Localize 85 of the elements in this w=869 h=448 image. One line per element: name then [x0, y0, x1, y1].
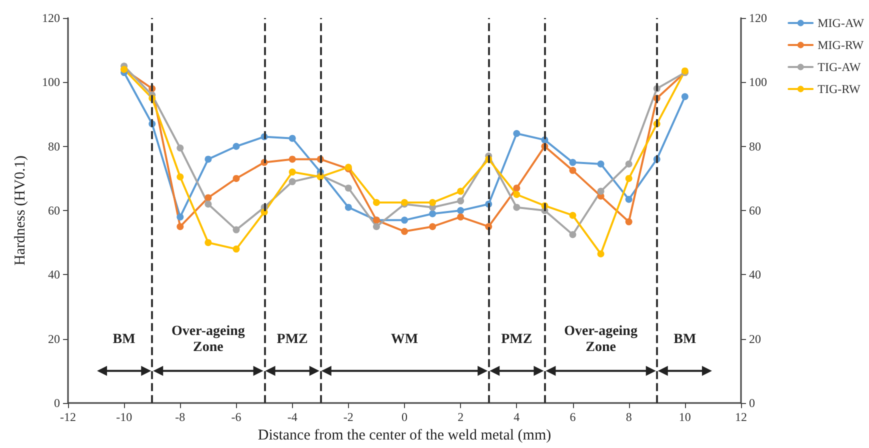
point	[232, 246, 240, 253]
point	[288, 134, 296, 142]
point	[344, 184, 352, 192]
y-tick-label: 0	[54, 396, 60, 410]
y-tick-label: 60	[48, 204, 60, 218]
annotation: PMZ	[276, 332, 308, 347]
point	[625, 196, 632, 203]
point	[344, 204, 352, 211]
y2-tick-label: 40	[749, 268, 761, 282]
annotation: Over-ageing Zone	[172, 324, 245, 355]
x-tick-label: -6	[231, 410, 242, 424]
point	[457, 188, 464, 195]
point	[176, 213, 184, 220]
annotation: PMZ	[501, 332, 532, 347]
point	[176, 223, 184, 230]
point	[597, 160, 604, 168]
y2-tick-label: 120	[749, 11, 767, 25]
y-tick-label: 40	[48, 268, 60, 282]
point	[513, 130, 520, 138]
x-tick-label: 8	[626, 410, 632, 424]
annotation: Over-ageing Zone	[564, 324, 638, 355]
x-tick-label: -8	[175, 410, 186, 424]
y2-tick-label: 0	[749, 396, 755, 410]
point	[288, 178, 296, 186]
point	[681, 93, 688, 100]
point	[232, 142, 240, 150]
y-axis-title: Hardness (HV0.1)	[12, 156, 28, 266]
point	[204, 200, 212, 208]
y-tick-label: 100	[42, 75, 60, 90]
point	[401, 216, 408, 224]
point	[457, 213, 464, 220]
point	[429, 210, 436, 218]
y-tick-label: 20	[48, 332, 60, 346]
point	[372, 199, 380, 206]
annotation: WM	[390, 332, 418, 347]
point	[457, 197, 464, 204]
x-tick-label: -4	[287, 410, 298, 424]
point	[569, 212, 576, 219]
point	[176, 144, 184, 152]
annotation: BM	[674, 332, 696, 347]
point	[569, 158, 576, 166]
y2-tick-label: 100	[749, 75, 767, 90]
point	[513, 191, 520, 198]
y-tick-label: 120	[42, 11, 60, 25]
y2-tick-label: 60	[749, 204, 761, 218]
x-tick-label: 4	[514, 410, 520, 424]
point	[176, 173, 184, 180]
point	[513, 204, 520, 211]
point	[232, 226, 240, 234]
x-tick-label: 12	[735, 410, 747, 424]
x-tick-label: -12	[60, 410, 76, 424]
point	[288, 168, 296, 176]
point	[625, 218, 632, 226]
x-axis-title: Distance from the center of the weld metal (mm)	[258, 428, 552, 444]
point	[569, 231, 576, 238]
x-tick-label: 0	[402, 410, 408, 424]
x-tick-label: -10	[116, 410, 132, 424]
point	[569, 166, 576, 174]
point	[597, 250, 604, 258]
point	[457, 207, 464, 214]
legend-label: MIG-RW	[818, 38, 864, 52]
point	[429, 199, 436, 206]
point	[429, 223, 436, 230]
y2-tick-label: 20	[749, 332, 761, 346]
x-tick-label: 6	[570, 410, 576, 424]
point	[204, 239, 212, 246]
point	[597, 188, 604, 195]
y-tick-label: 80	[48, 139, 60, 154]
point	[372, 223, 380, 230]
point	[232, 174, 240, 182]
x-tick-label: -2	[343, 410, 354, 424]
legend-label: TIG-RW	[818, 82, 861, 96]
point	[513, 184, 520, 192]
point	[204, 156, 212, 163]
legend-label: TIG-AW	[818, 60, 862, 74]
y2-tick-label: 80	[749, 139, 761, 154]
point	[401, 228, 408, 235]
point	[204, 194, 212, 202]
point	[625, 174, 632, 182]
x-tick-label: 2	[458, 410, 464, 424]
legend-label: MIG-AW	[818, 16, 865, 30]
point	[288, 156, 296, 163]
x-tick-label: 10	[678, 410, 691, 424]
annotation: BM	[112, 332, 136, 347]
point	[625, 160, 632, 168]
